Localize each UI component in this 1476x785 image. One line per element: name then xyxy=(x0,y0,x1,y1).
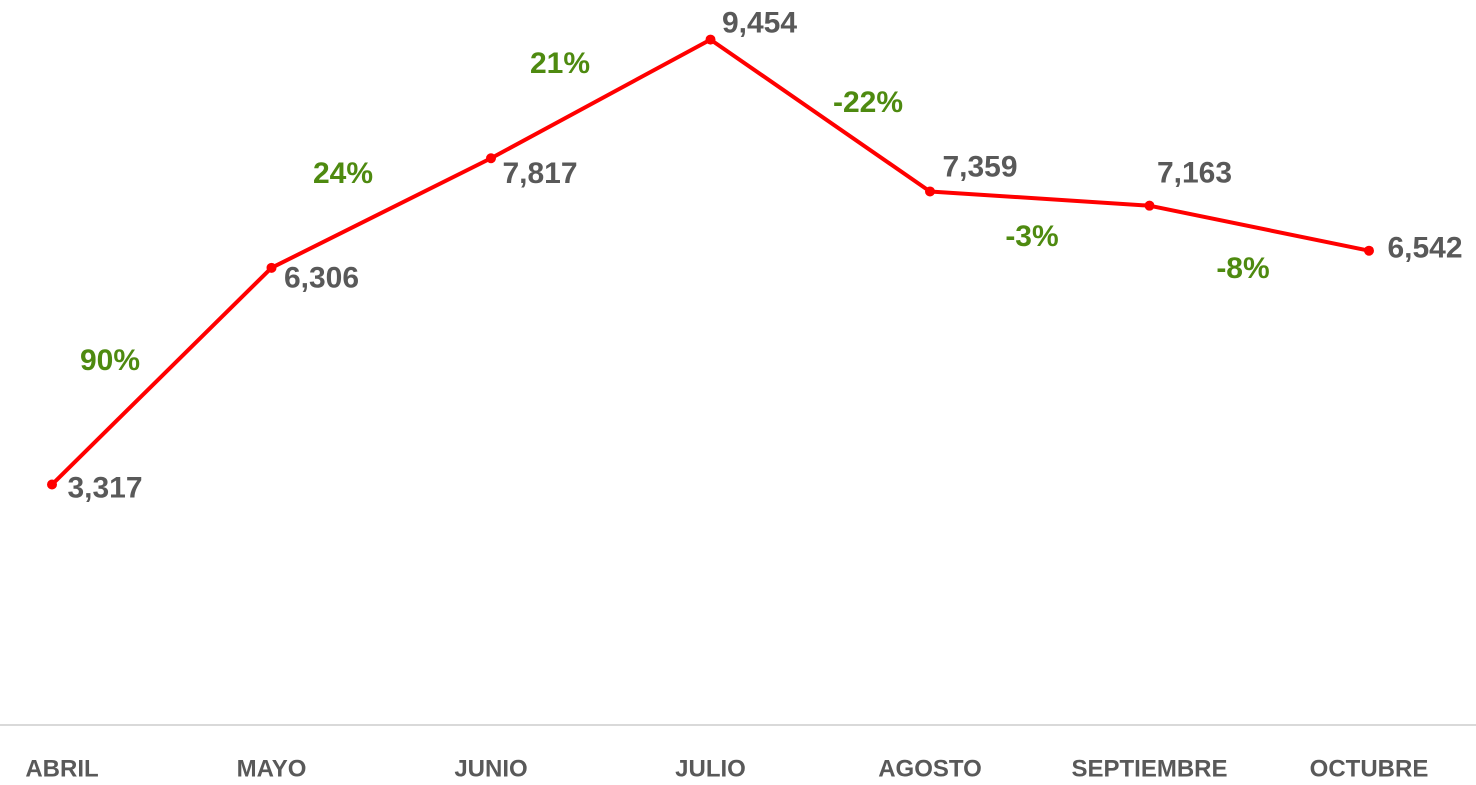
data-label: 3,317 xyxy=(67,471,142,504)
point xyxy=(705,34,716,45)
point xyxy=(1364,245,1374,256)
x-tick-label: JUNIO xyxy=(454,755,527,782)
x-tick-label: SEPTIEMBRE xyxy=(1071,755,1227,782)
series-line xyxy=(50,37,1370,486)
change-label: 21% xyxy=(530,47,590,80)
x-tick-label: AGOSTO xyxy=(878,755,982,782)
data-label: 7,359 xyxy=(942,150,1017,183)
point xyxy=(47,479,57,490)
data-label: 6,542 xyxy=(1387,232,1462,265)
change-label: 24% xyxy=(313,157,373,190)
point xyxy=(486,153,496,164)
change-label: -22% xyxy=(833,86,903,119)
x-tick-label: MAYO xyxy=(237,755,307,782)
data-label: 6,306 xyxy=(284,262,359,295)
data-label: 7,163 xyxy=(1157,157,1232,190)
change-label: 90% xyxy=(80,344,140,377)
x-tick-label: JULIO xyxy=(675,755,746,782)
change-label: -3% xyxy=(1005,220,1058,253)
point xyxy=(925,186,935,197)
data-label: 7,817 xyxy=(502,157,577,190)
change-label: -8% xyxy=(1216,252,1269,285)
point xyxy=(1144,200,1155,211)
point xyxy=(266,262,277,273)
data-label: 9,454 xyxy=(722,7,797,40)
x-tick-label: ABRIL xyxy=(25,755,98,782)
x-tick-label: OCTUBRE xyxy=(1310,755,1429,782)
